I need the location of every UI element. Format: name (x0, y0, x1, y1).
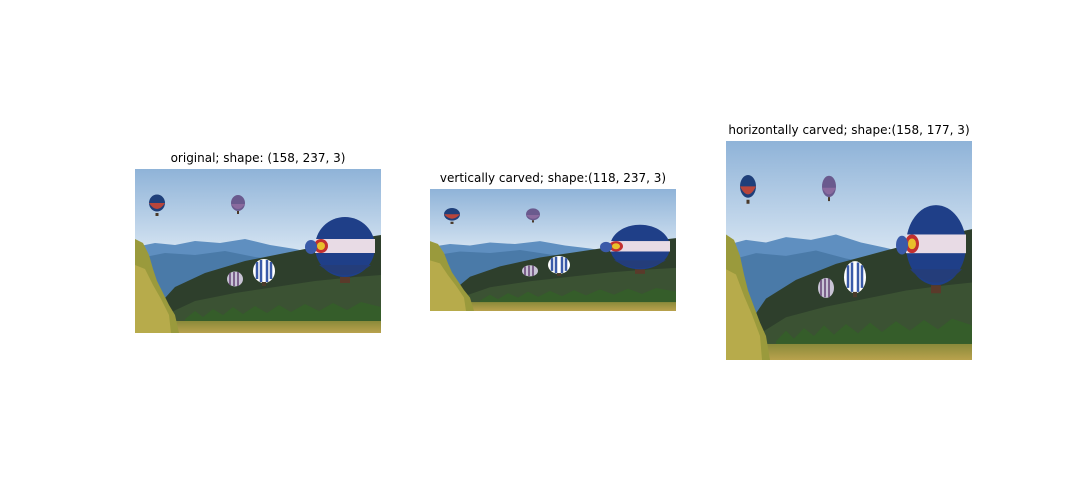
panel-title-horizontally-carved: horizontally carved; shape:(158, 177, 3) (728, 123, 970, 137)
balloons-photo (135, 169, 381, 333)
panel-image-horizontally-carved (726, 141, 972, 360)
balloons-photo (430, 189, 676, 311)
panel-image-vertically-carved (430, 189, 676, 311)
panel-image-original (135, 169, 381, 333)
panel-title-vertically-carved: vertically carved; shape:(118, 237, 3) (439, 171, 667, 185)
balloons-photo (726, 141, 972, 360)
panel-title-original: original; shape: (158, 237, 3) (170, 151, 346, 165)
